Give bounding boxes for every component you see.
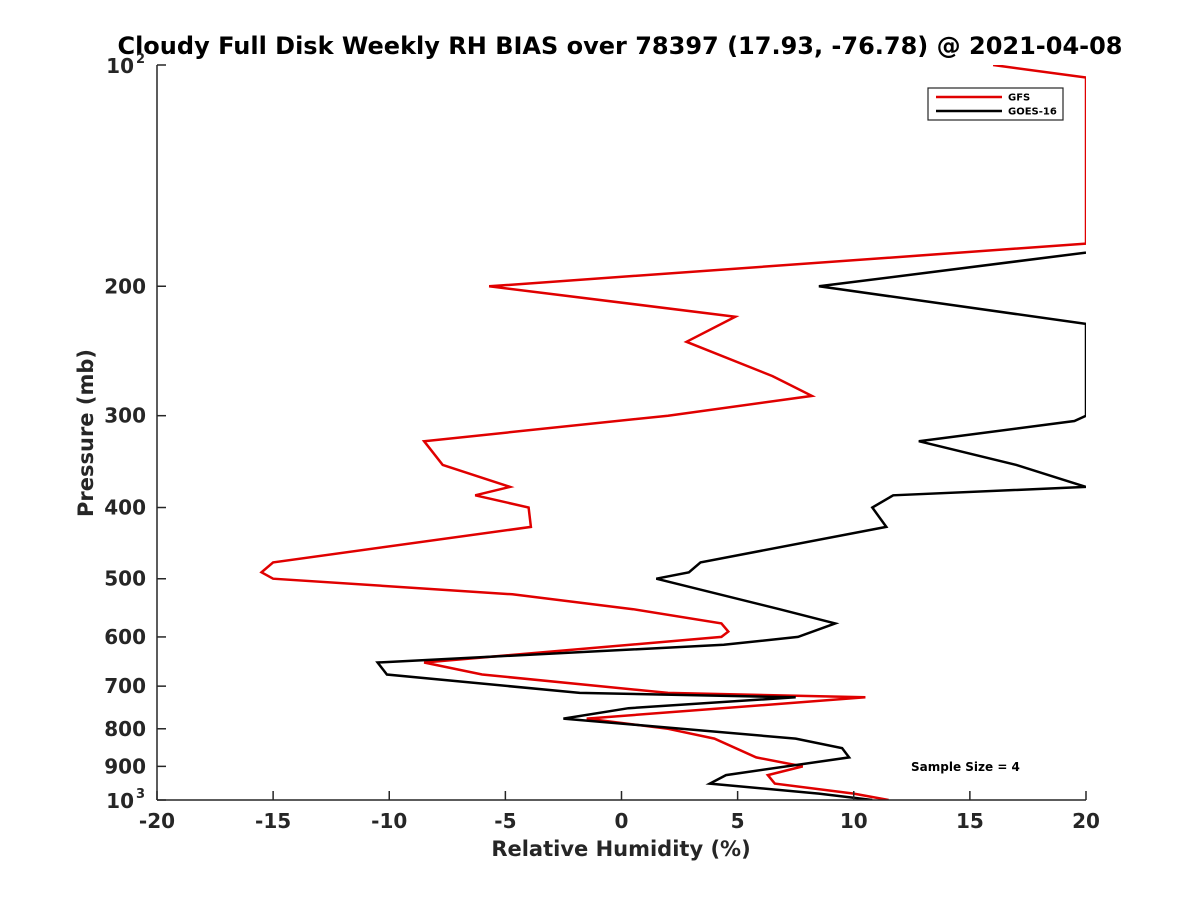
sample-size-annotation: Sample Size = 4: [911, 760, 1020, 774]
legend-label-gfs: GFS: [1008, 93, 1030, 104]
y-tick-label: 10: [106, 789, 134, 813]
y-tick-label: 500: [104, 567, 146, 591]
x-tick-label: -20: [139, 809, 175, 833]
legend: GFS GOES-16: [927, 87, 1064, 121]
x-tick-label: -15: [255, 809, 291, 833]
chart-title: Cloudy Full Disk Weekly RH BIAS over 783…: [117, 32, 1122, 60]
series-line-gfs: [259, 65, 1086, 800]
y-tick-label: 600: [104, 625, 146, 649]
x-tick-label: -5: [494, 809, 516, 833]
legend-box: [927, 87, 1064, 121]
y-tick-label: 300: [104, 404, 146, 428]
legend-label-goes-16: GOES-16: [1008, 107, 1057, 118]
x-axis-label: Relative Humidity (%): [491, 837, 750, 861]
x-tick-label: -10: [371, 809, 407, 833]
y-tick-exponent: 2: [136, 52, 145, 67]
series-line-goes-16: [375, 251, 1086, 800]
x-tick-label: 20: [1072, 809, 1100, 833]
x-tick-label: 10: [840, 809, 868, 833]
y-tick-label: 900: [104, 754, 146, 778]
y-tick-label: 10: [106, 54, 134, 78]
y-tick-label: 200: [104, 274, 146, 298]
y-tick-label: 700: [104, 674, 146, 698]
x-tick-label: 5: [731, 809, 745, 833]
y-tick-exponent: 3: [136, 787, 145, 802]
y-tick-label: 400: [104, 496, 146, 520]
y-tick-label: 800: [104, 717, 146, 741]
x-tick-label: 0: [615, 809, 629, 833]
x-tick-label: 15: [956, 809, 984, 833]
y-axis-label: Pressure (mb): [74, 349, 98, 517]
